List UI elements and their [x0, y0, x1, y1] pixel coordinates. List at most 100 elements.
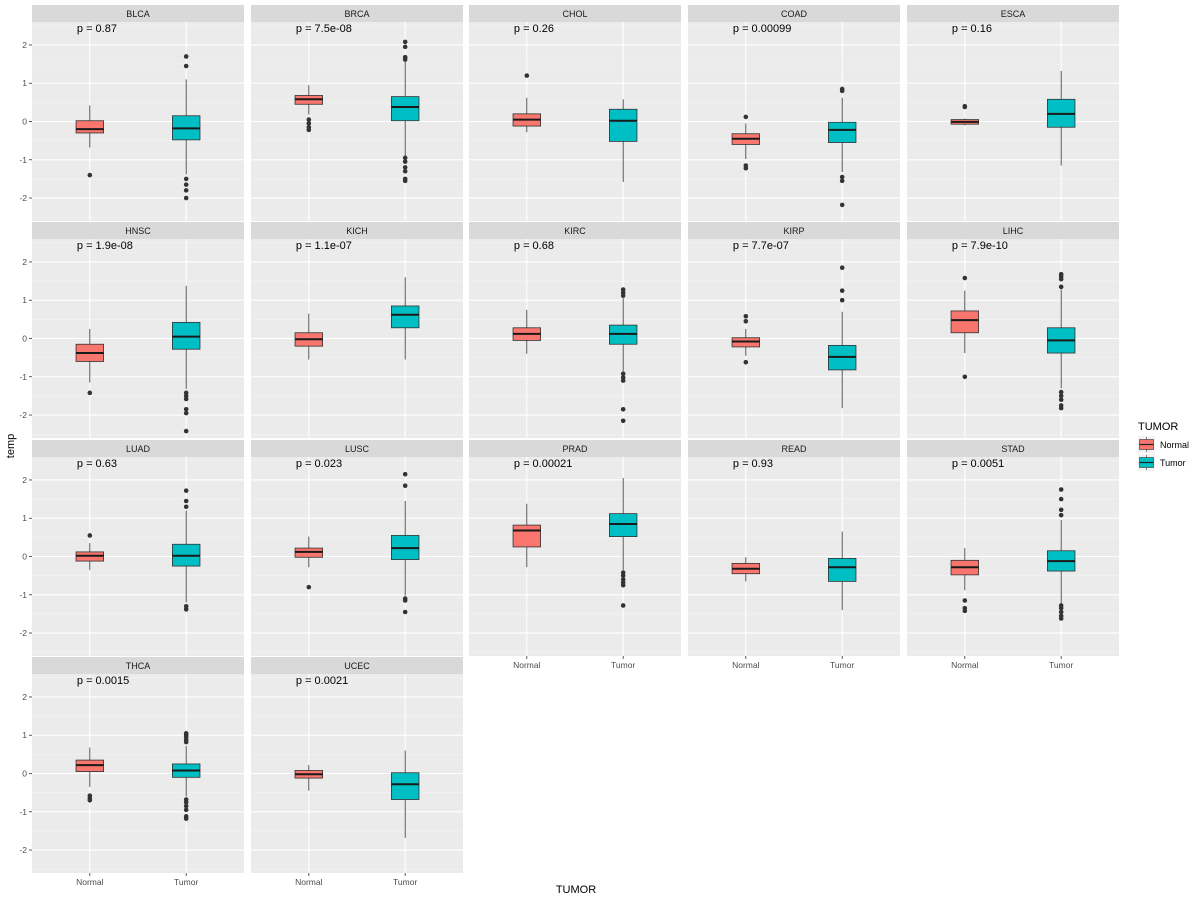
panel-brca-tumor-outlier — [402, 178, 408, 184]
panel-lusc-box-normal — [294, 536, 323, 590]
panel-thca-y-tick-label: -1 — [19, 807, 27, 817]
panel-ucec: UCEC Normal Tumor p = 0.0021 — [251, 657, 463, 887]
panel-coad-strip — [688, 5, 900, 22]
panel-blca: BLCA -2 -1 0 1 2 p = 0.87 — [19, 5, 244, 221]
panel-thca-y-tick-label: 2 — [22, 692, 27, 702]
panel-kich-box-normal — [294, 313, 323, 360]
panel-thca-tumor-outlier — [183, 803, 189, 809]
panel-esca-strip — [907, 5, 1119, 22]
legend-title: TUMOR — [1138, 421, 1178, 433]
panel-stad-x-tick-label: Normal — [951, 660, 979, 670]
panel-coad-box-normal — [731, 114, 760, 171]
panel-luad-box-normal — [75, 533, 104, 570]
panel-kirp-tumor-outlier — [839, 265, 845, 271]
panel-kirc-tumor-outlier — [620, 371, 626, 377]
panel-kirp-box-tumor — [828, 265, 857, 409]
panel-hnsc-y-tick-label: -2 — [19, 410, 27, 420]
panel-thca-y-tick-label: -2 — [19, 845, 27, 855]
panel-hnsc-box-normal — [75, 328, 104, 396]
panel-brca-normal-outlier — [306, 121, 312, 126]
panel-luad-tumor-outlier — [183, 488, 189, 493]
panel-thca-p-value: p = 0.0015 — [77, 675, 129, 687]
panel-lihc-tumor-outlier — [1058, 397, 1064, 403]
panel-prad-x-tick-label: Normal — [513, 660, 541, 670]
panel-brca-p-value: p = 7.5e-08 — [296, 23, 352, 35]
panel-esca-p-value: p = 0.16 — [952, 23, 992, 35]
panel-thca-x-tick-label: Normal — [76, 877, 104, 887]
panel-thca-normal-outlier — [87, 797, 93, 803]
panel-kirc-strip-label: KIRC — [564, 226, 586, 236]
panel-blca-y-tick-label: -2 — [19, 193, 27, 203]
panel-brca-normal-outlier — [306, 127, 312, 133]
panel-thca-tumor-outlier — [183, 799, 189, 805]
panel-prad: PRAD Normal Tumor p = 0.00021 — [469, 440, 681, 670]
panel-lihc-strip — [907, 222, 1119, 239]
panel-prad-tumor-outlier — [620, 582, 626, 588]
panel-ucec-tumor-box — [391, 772, 420, 800]
panel-blca-tumor-outlier — [183, 63, 189, 69]
panel-chol-normal-outlier — [524, 73, 530, 78]
panel-kirc-p-value: p = 0.68 — [514, 240, 554, 252]
panel-stad-tumor-outlier — [1058, 512, 1064, 518]
panel-hnsc-tumor-outlier — [183, 410, 189, 416]
panel-stad-normal-outlier — [962, 608, 968, 614]
panel-read-p-value: p = 0.93 — [733, 458, 773, 470]
panel-stad-tumor-outlier — [1058, 496, 1064, 502]
panel-lusc-strip — [251, 440, 463, 457]
panel-thca-tumor-outlier — [183, 816, 189, 821]
panel-ucec-p-value: p = 0.0021 — [296, 675, 348, 687]
panel-kirc-tumor-outlier — [620, 293, 626, 298]
y-axis-title: temp — [5, 434, 17, 458]
panel-prad-strip-label: PRAD — [562, 444, 588, 454]
panel-stad-tumor-outlier — [1058, 487, 1064, 492]
panel-lusc-tumor-outlier — [402, 471, 408, 477]
panel-chol-strip — [469, 5, 681, 22]
panel-read-strip-label: READ — [781, 444, 807, 454]
panel-hnsc-tumor-outlier — [183, 406, 189, 412]
panel-kich-strip-label: KICH — [346, 226, 368, 236]
panel-kirc-strip — [469, 222, 681, 239]
panel-read-x-tick-label: Normal — [732, 660, 760, 670]
panel-prad-tumor-outlier — [620, 573, 626, 578]
legend-label-tumor: Tumor — [1160, 458, 1186, 468]
panel-thca-box-normal — [75, 747, 104, 803]
panel-prad-box-normal — [512, 503, 541, 568]
panel-lihc-normal-outlier — [962, 275, 968, 281]
panel-ucec-strip — [251, 657, 463, 674]
panel-brca-box-tumor — [391, 39, 420, 184]
panel-hnsc-box-tumor — [172, 285, 201, 434]
panel-lusc-tumor-outlier — [402, 483, 408, 489]
panel-chol-box-tumor — [609, 99, 638, 182]
panel-read-x-tick-label: Tumor — [830, 660, 854, 670]
panel-blca-strip-label: BLCA — [126, 9, 150, 19]
panel-thca-y-tick-label: 0 — [22, 769, 27, 779]
panel-lusc-tumor-outlier — [402, 609, 408, 615]
legend-label-normal: Normal — [1160, 440, 1189, 450]
panel-blca-y-tick-label: 1 — [22, 78, 27, 88]
panel-coad-normal-outlier — [743, 165, 749, 171]
panel-kirc: KIRC p = 0.68 — [469, 222, 681, 438]
panel-hnsc-normal-outlier — [87, 390, 93, 396]
panel-blca-tumor-outlier — [183, 54, 189, 59]
panel-kirc-box-normal — [512, 309, 541, 354]
panel-prad-tumor-box — [609, 513, 638, 538]
legend: TUMOR Normal Tumor — [1138, 421, 1189, 471]
panel-blca-tumor-outlier — [183, 195, 189, 201]
panel-blca-box-normal — [75, 105, 104, 178]
panel-coad-tumor-outlier — [839, 202, 845, 208]
panel-kich-tumor-box — [391, 305, 420, 329]
panel-lusc-p-value: p = 0.023 — [296, 458, 342, 470]
panel-luad-y-tick-label: -2 — [19, 628, 27, 638]
panel-lusc-strip-label: LUSC — [345, 444, 370, 454]
panel-luad-box-tumor — [172, 488, 201, 612]
panel-brca: BRCA p = 7.5e-08 — [251, 5, 463, 221]
panel-brca-tumor-outlier — [402, 165, 408, 170]
panel-lusc-tumor-outlier — [402, 598, 408, 603]
panel-luad-tumor-outlier — [183, 498, 189, 504]
panel-blca-y-tick-label: 2 — [22, 40, 27, 50]
panel-luad-p-value: p = 0.63 — [77, 458, 117, 470]
panel-kirc-tumor-outlier — [620, 378, 626, 383]
panel-kich: KICH p = 1.1e-07 — [251, 222, 463, 438]
panel-lusc-box-tumor — [391, 471, 420, 615]
